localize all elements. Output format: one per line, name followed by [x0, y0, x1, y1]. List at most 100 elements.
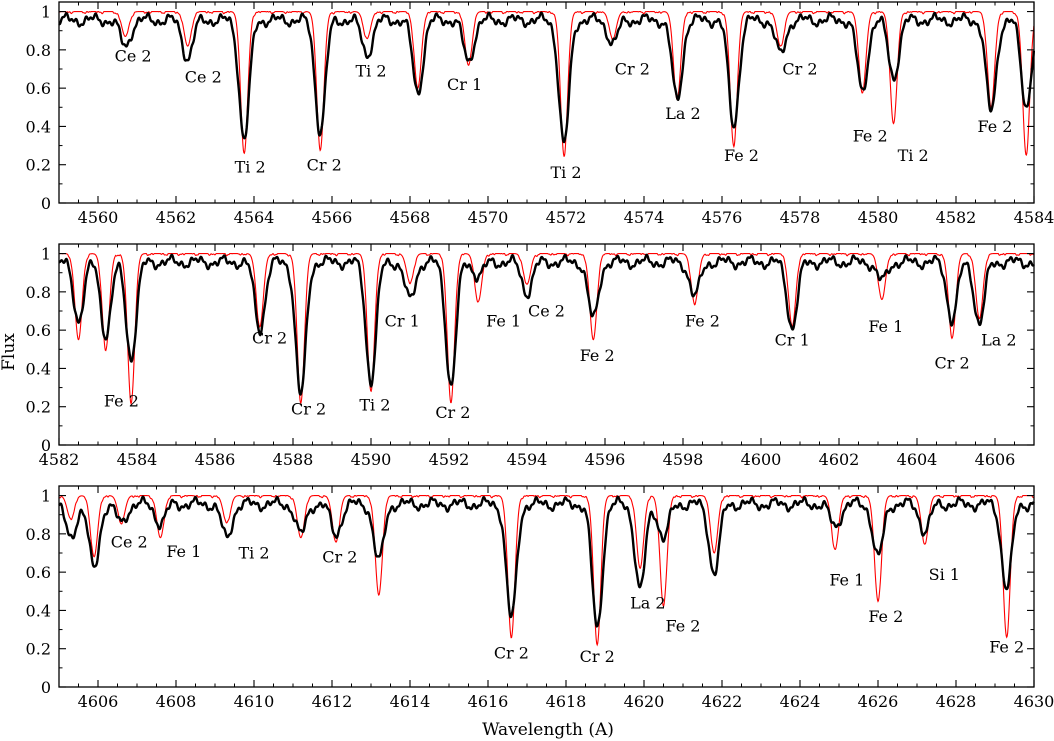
line-id-label: Ti 2 — [235, 157, 266, 176]
x-tick-label: 4568 — [390, 208, 431, 227]
y-tick-label: 1 — [41, 487, 51, 506]
y-tick-label: 0.4 — [26, 117, 51, 136]
y-tick-label: 0.6 — [26, 79, 51, 98]
line-id-label: Cr 2 — [322, 548, 357, 567]
line-id-label: La 2 — [630, 594, 665, 613]
line-id-label: Cr 2 — [307, 155, 342, 174]
line-id-label: La 2 — [981, 330, 1016, 349]
line-id-label: Cr 2 — [252, 329, 287, 348]
x-tick-label: 4582 — [39, 450, 80, 469]
x-tick-label: 4612 — [312, 692, 353, 711]
line-id-label: Ce 2 — [185, 67, 222, 86]
y-tick-label: 0 — [41, 194, 51, 213]
observed-spectrum-line — [58, 11, 1036, 144]
line-id-label: Fe 1 — [166, 542, 201, 561]
line-id-label: La 2 — [665, 104, 700, 123]
spectrum-panel-top: 4560 4562 4564 4566 4568 4570 4572 4574 4576 4578… — [26, 1, 1054, 227]
line-id-label: Fe 1 — [486, 311, 521, 330]
y-tick-label: 0.8 — [26, 41, 51, 60]
x-tick-label: 4600 — [741, 450, 782, 469]
x-tick-label: 4584 — [1014, 208, 1054, 227]
x-tick-label: 4592 — [429, 450, 470, 469]
line-id-label: Ce 2 — [528, 302, 565, 321]
x-tick-label: 4626 — [858, 692, 899, 711]
x-tick-label: 4628 — [936, 692, 977, 711]
line-id-label: Fe 2 — [685, 311, 720, 330]
line-id-label: Cr 2 — [435, 403, 470, 422]
plot-frame — [58, 1, 1035, 204]
y-tick-label: 0.2 — [26, 156, 51, 175]
model-spectrum-line — [58, 10, 1035, 157]
y-tick-label: 1 — [41, 245, 51, 264]
line-id-label: Ce 2 — [115, 46, 152, 65]
x-tick-label: 4578 — [780, 208, 821, 227]
line-id-label: Ti 2 — [238, 544, 269, 563]
x-tick-label: 4606 — [975, 450, 1016, 469]
x-tick-label: 4616 — [468, 692, 509, 711]
model-spectrum-line — [59, 252, 1035, 406]
line-id-label: Cr 1 — [447, 75, 482, 94]
line-id-label: Cr 2 — [615, 60, 650, 79]
line-id-label: Ti 2 — [359, 396, 390, 415]
x-tick-label: 4576 — [702, 208, 743, 227]
x-tick-label: 4562 — [156, 208, 197, 227]
x-tick-label: 4584 — [117, 450, 158, 469]
spectrum-panel-middle: 4582 4584 4586 4588 4590 4592 4594 4596 4598 4600… — [26, 243, 1035, 469]
line-id-label: Cr 2 — [580, 647, 615, 666]
y-tick-label: 0.6 — [26, 321, 51, 340]
line-id-label: Ti 2 — [898, 146, 929, 165]
x-tick-label: 4610 — [234, 692, 275, 711]
x-tick-label: 4574 — [624, 208, 665, 227]
line-id-label: Cr 2 — [291, 399, 326, 418]
line-id-label: Fe 2 — [580, 346, 615, 365]
y-tick-label: 0.8 — [26, 525, 51, 544]
x-tick-label: 4598 — [663, 450, 704, 469]
line-id-label: Fe 1 — [829, 571, 864, 590]
x-tick-label: 4580 — [858, 208, 899, 227]
x-tick-label: 4564 — [234, 208, 275, 227]
line-id-label: Fe 2 — [868, 607, 903, 626]
line-id-label: Fe 2 — [989, 638, 1024, 657]
x-tick-label: 4590 — [351, 450, 392, 469]
plot-frame — [58, 485, 1035, 688]
x-tick-label: 4572 — [546, 208, 587, 227]
observed-spectrum-line — [58, 253, 1035, 396]
line-id-label: Fe 2 — [666, 616, 701, 635]
line-id-label: Ce 2 — [111, 532, 148, 551]
line-id-label: Fe 2 — [978, 117, 1013, 136]
line-id-label: Fe 2 — [104, 392, 139, 411]
line-id-label: Fe 1 — [868, 317, 903, 336]
y-tick-label: 0 — [41, 436, 51, 455]
x-tick-label: 4560 — [78, 208, 119, 227]
y-tick-label: 0.6 — [26, 563, 51, 582]
line-id-label: Cr 1 — [775, 330, 810, 349]
y-tick-label: 0.4 — [26, 359, 51, 378]
x-tick-label: 4606 — [78, 692, 119, 711]
y-tick-label: 0.8 — [26, 283, 51, 302]
model-spectrum-line — [58, 494, 1035, 647]
line-id-label: Cr 2 — [935, 353, 970, 372]
x-tick-label: 4624 — [780, 692, 821, 711]
x-tick-label: 4620 — [624, 692, 665, 711]
line-id-label: Ti 2 — [355, 62, 386, 81]
x-tick-label: 4594 — [507, 450, 548, 469]
spectrum-panel-bottom: 4606 4608 4610 4612 4614 4616 4618 4620 4622 4624… — [26, 485, 1054, 711]
x-tick-label: 4604 — [897, 450, 938, 469]
x-tick-label: 4566 — [312, 208, 353, 227]
line-id-label: Cr 2 — [494, 643, 529, 662]
x-tick-label: 4582 — [936, 208, 977, 227]
line-id-label: Cr 1 — [385, 311, 420, 330]
x-tick-label: 4588 — [273, 450, 314, 469]
y-tick-label: 0.2 — [26, 398, 51, 417]
x-axis-title: Wavelength (A) — [482, 720, 614, 740]
y-axis-title: Flux — [0, 333, 19, 371]
y-tick-label: 1 — [41, 3, 51, 22]
y-tick-label: 0.4 — [26, 601, 51, 620]
plot-frame — [58, 243, 1035, 446]
x-tick-label: 4596 — [585, 450, 626, 469]
observed-spectrum-line — [58, 495, 1035, 628]
x-tick-label: 4602 — [819, 450, 860, 469]
line-id-label: Si 1 — [929, 565, 960, 584]
x-tick-label: 4608 — [156, 692, 197, 711]
